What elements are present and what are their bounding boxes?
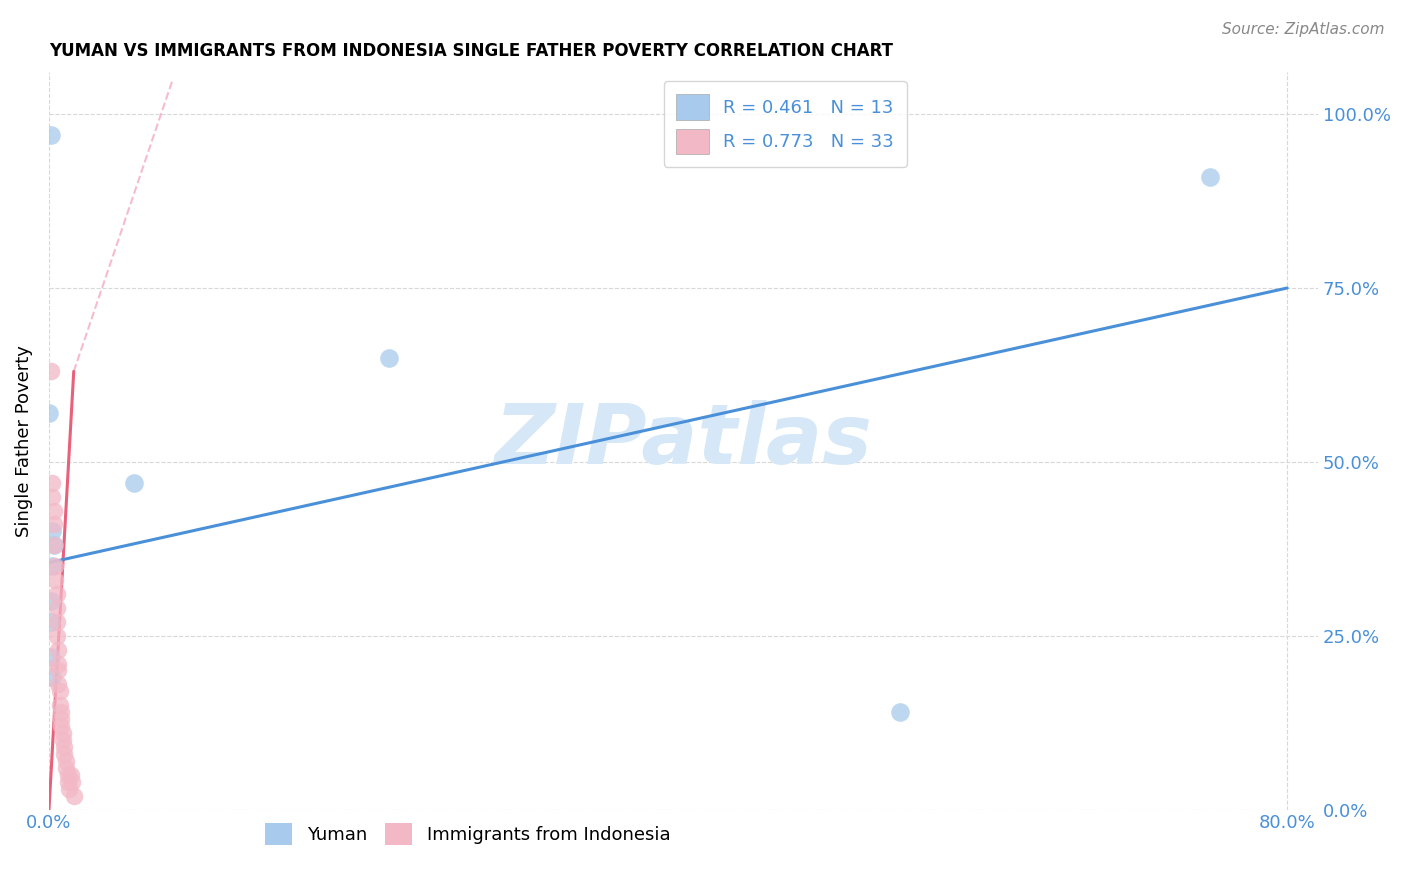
Point <box>49 684 72 698</box>
Point <box>52 733 75 747</box>
Point <box>41 559 63 574</box>
Point <box>39 615 62 629</box>
Point <box>51 719 73 733</box>
Point <box>39 364 62 378</box>
Point <box>44 559 66 574</box>
Point <box>46 642 69 657</box>
Point <box>52 726 75 740</box>
Point <box>45 615 67 629</box>
Point <box>51 712 73 726</box>
Text: Source: ZipAtlas.com: Source: ZipAtlas.com <box>1222 22 1385 37</box>
Point <box>53 739 76 754</box>
Point <box>41 490 63 504</box>
Point <box>39 594 62 608</box>
Text: YUMAN VS IMMIGRANTS FROM INDONESIA SINGLE FATHER POVERTY CORRELATION CHART: YUMAN VS IMMIGRANTS FROM INDONESIA SINGL… <box>49 42 893 60</box>
Point <box>39 649 62 664</box>
Point <box>45 600 67 615</box>
Point <box>56 768 79 782</box>
Text: ZIPatlas: ZIPatlas <box>495 401 873 482</box>
Point <box>378 351 401 365</box>
Point <box>44 573 66 587</box>
Point <box>41 475 63 490</box>
Point <box>46 664 69 678</box>
Point <box>45 587 67 601</box>
Point <box>1198 169 1220 184</box>
Point <box>55 761 77 775</box>
Point <box>46 657 69 671</box>
Point <box>46 677 69 691</box>
Point <box>49 698 72 713</box>
Point <box>56 774 79 789</box>
Point <box>889 705 911 719</box>
Point <box>62 789 84 803</box>
Point <box>41 524 63 539</box>
Legend: R = 0.461   N = 13, R = 0.773   N = 33: R = 0.461 N = 13, R = 0.773 N = 33 <box>664 81 907 167</box>
Point <box>51 705 73 719</box>
Point <box>38 406 60 420</box>
Point <box>42 517 65 532</box>
Point <box>42 538 65 552</box>
Point <box>59 768 82 782</box>
Point <box>58 781 80 796</box>
Point <box>42 538 65 552</box>
Point <box>39 128 62 142</box>
Point <box>53 747 76 761</box>
Y-axis label: Single Father Poverty: Single Father Poverty <box>15 345 32 537</box>
Point <box>122 475 145 490</box>
Point <box>41 670 63 684</box>
Point <box>45 629 67 643</box>
Point <box>55 754 77 768</box>
Point <box>60 774 83 789</box>
Point <box>42 503 65 517</box>
